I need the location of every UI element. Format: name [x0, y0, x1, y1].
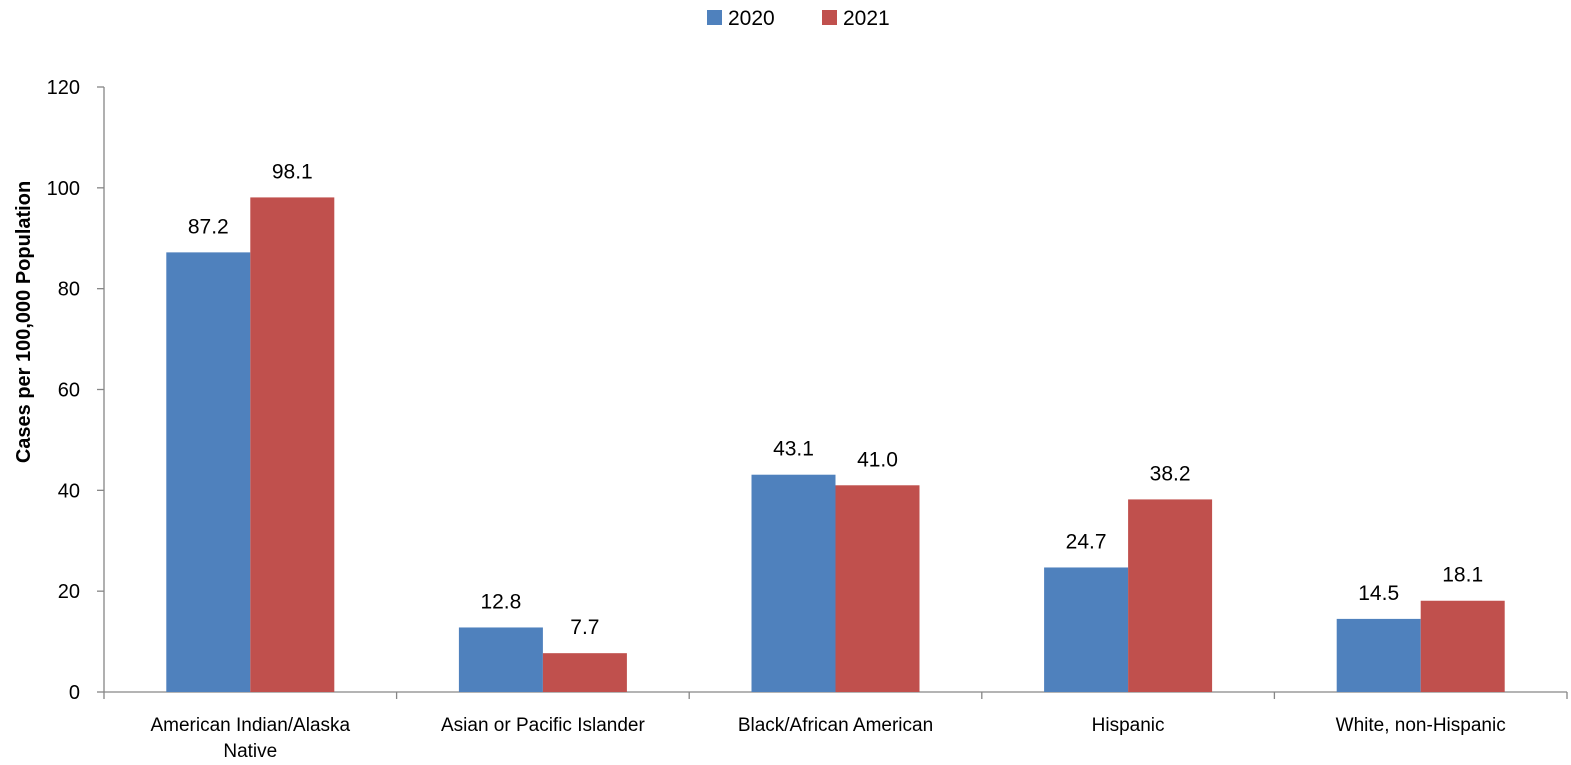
data-label-2020-3: 24.7 [1066, 530, 1107, 553]
y-axis: 0 20 40 60 80 100 120 [47, 77, 105, 704]
bars [166, 197, 1505, 692]
bar-2020-2 [751, 474, 836, 692]
x-category-label: Black/African American [738, 715, 933, 736]
data-label-2021-3: 38.2 [1150, 462, 1191, 485]
y-tick-label: 40 [58, 480, 80, 502]
y-tick-label: 0 [69, 682, 80, 704]
bar-2020-4 [1336, 618, 1421, 692]
bar-2021-3 [1128, 499, 1213, 692]
legend-label-2021: 2021 [843, 7, 890, 30]
legend-swatch-2020 [707, 10, 722, 25]
data-label-2021-4: 18.1 [1442, 564, 1483, 587]
data-label-2021-0: 98.1 [272, 160, 313, 183]
legend: 2020 2021 [707, 7, 890, 30]
bar-2021-4 [1420, 600, 1505, 692]
bar-2021-1 [542, 653, 627, 692]
data-labels: 87.2 12.8 43.1 24.7 14.5 98.1 7.7 41.0 38.2 18.1 [188, 160, 1483, 639]
data-label-2021-1: 7.7 [570, 616, 599, 639]
x-category-label: Native [223, 741, 277, 762]
bar-2020-3 [1044, 567, 1129, 692]
x-category-label: Asian or Pacific Islander [441, 715, 645, 736]
y-tick-label: 100 [47, 178, 80, 200]
data-label-2020-0: 87.2 [188, 215, 229, 238]
bar-2020-1 [458, 627, 543, 692]
legend-label-2020: 2020 [728, 7, 775, 30]
bar-2020-0 [166, 252, 251, 692]
data-label-2021-2: 41.0 [857, 448, 898, 471]
y-axis-title: Cases per 100,000 Population [13, 181, 35, 463]
y-tick-label: 20 [58, 581, 80, 603]
x-category-label: American Indian/Alaska [150, 715, 350, 736]
legend-swatch-2021 [822, 10, 837, 25]
data-label-2020-4: 14.5 [1358, 582, 1399, 605]
x-axis: American Indian/Alaska Native Asian or Pac… [103, 691, 1568, 762]
x-category-label: White, non-Hispanic [1336, 715, 1506, 736]
x-category-label: Hispanic [1092, 715, 1165, 736]
data-label-2020-1: 12.8 [480, 590, 521, 613]
y-tick-label: 120 [47, 77, 80, 99]
bar-2021-0 [250, 197, 335, 692]
y-tick-label: 60 [58, 380, 80, 402]
data-label-2020-2: 43.1 [773, 438, 814, 461]
bar-2021-2 [835, 485, 920, 692]
y-tick-label: 80 [58, 279, 80, 301]
